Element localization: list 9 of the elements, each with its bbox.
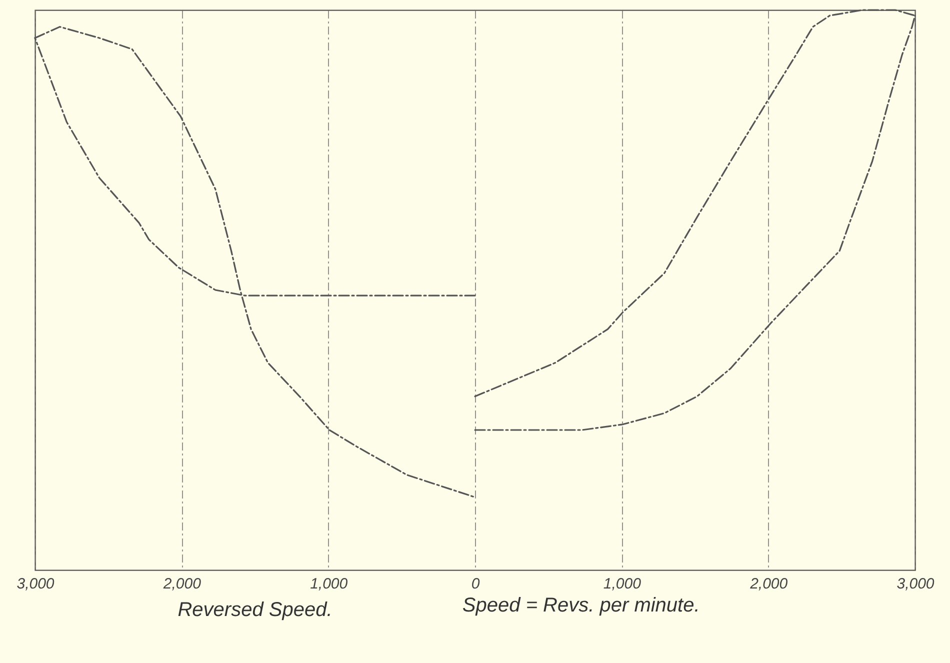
x-axis-title: Speed = Revs. per minute. (462, 594, 700, 616)
x-tick-label: 1,000 (310, 576, 348, 592)
text: Reversed Speed. (178, 599, 332, 621)
x-tick-label: 3,000 (896, 576, 935, 592)
x-tick-label: 3,000 (16, 576, 55, 592)
x-tick-label: 2,000 (749, 576, 788, 592)
x-tick-label: 1,000 (603, 576, 642, 592)
x-tick-label: 2,000 (162, 576, 202, 592)
x-tick-label: 0 (471, 576, 480, 592)
